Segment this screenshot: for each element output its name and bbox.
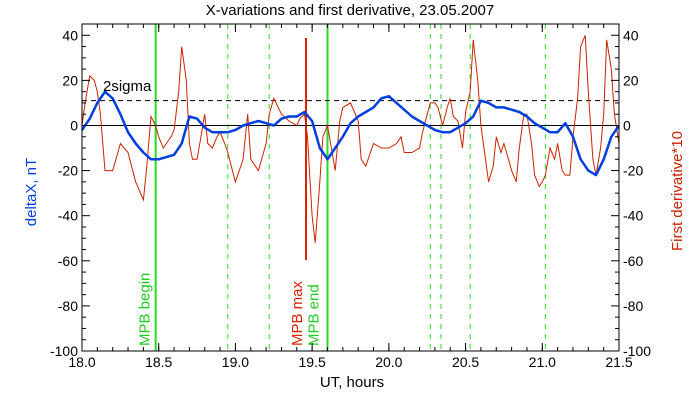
y-tick-label-right: -100	[623, 343, 651, 359]
y-tick-label-right: 0	[623, 117, 631, 133]
y-tick-label-right: -20	[623, 163, 643, 179]
marker-label-mpb-end: MPB end	[306, 284, 323, 346]
chart-title: X-variations and first derivative, 23.05…	[206, 2, 495, 19]
x-tick-label: 21.0	[529, 354, 556, 370]
axis-ticks: 18.0 18.5 19.0 19.5 20.0 20.5 21.0 21.5 40 40 20 20…	[50, 23, 651, 370]
y-tick-label-right: 40	[623, 27, 639, 43]
y-tick-label-left: -80	[58, 298, 78, 314]
y-tick-label-left: 0	[70, 117, 78, 133]
x-tick-label: 20.0	[375, 354, 402, 370]
y-tick-label-left: 40	[62, 27, 78, 43]
vertical-markers	[154, 24, 546, 351]
y-tick-label-right: -80	[623, 298, 643, 314]
x-axis-label: UT, hours	[320, 374, 384, 391]
y-axis-label-right: First derivative*10	[669, 131, 686, 251]
plot-frame	[81, 23, 620, 352]
marker-label-mpb-max: MPB max	[289, 280, 306, 346]
y-tick-label-left: 20	[62, 72, 78, 88]
x-tick-label: 18.5	[145, 354, 172, 370]
y-tick-label-left: -100	[50, 343, 78, 359]
x-tick-label: 19.0	[222, 354, 249, 370]
deltax-series-line	[80, 90, 621, 177]
annotations: 2sigma MPB begin MPB max MPB end	[103, 78, 323, 346]
y-axis-label-left: deltaX, nT	[23, 158, 40, 226]
x-tick-label: 19.5	[299, 354, 326, 370]
derivative-series-line	[81, 35, 620, 243]
marker-label-mpb-begin: MPB begin	[137, 273, 154, 346]
y-tick-label-left: -40	[58, 208, 78, 224]
y-tick-label-right: 20	[623, 72, 639, 88]
threshold-label: 2sigma	[103, 78, 152, 95]
y-tick-label-right: -40	[623, 208, 643, 224]
x-tick-label: 18.0	[68, 354, 95, 370]
y-tick-label-left: -20	[58, 163, 78, 179]
x-tick-label: 20.5	[452, 354, 479, 370]
y-tick-label-right: -60	[623, 253, 643, 269]
x-tick-label: 21.5	[605, 354, 632, 370]
y-tick-label-left: -60	[58, 253, 78, 269]
series-layer	[80, 35, 621, 243]
